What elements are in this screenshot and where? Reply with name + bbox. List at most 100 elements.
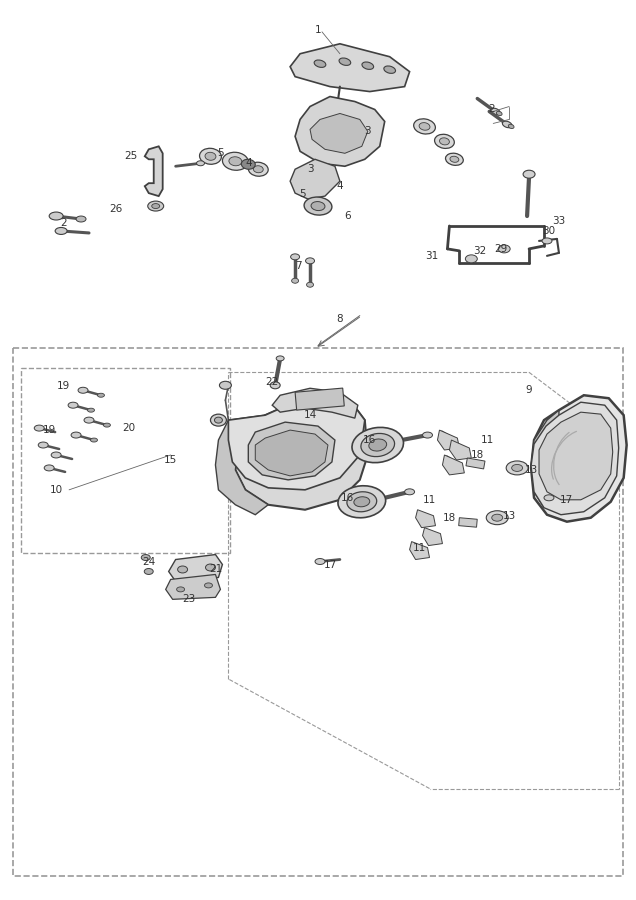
Text: 19: 19 xyxy=(43,425,56,435)
Text: 4: 4 xyxy=(336,181,343,191)
Ellipse shape xyxy=(506,461,528,475)
Text: 32: 32 xyxy=(473,246,486,256)
Polygon shape xyxy=(272,388,358,418)
Ellipse shape xyxy=(347,491,377,512)
Text: 22: 22 xyxy=(266,377,279,387)
Text: 20: 20 xyxy=(122,423,135,433)
Polygon shape xyxy=(438,430,459,450)
Text: 16: 16 xyxy=(342,493,354,503)
Polygon shape xyxy=(422,527,443,545)
Ellipse shape xyxy=(315,559,325,564)
Ellipse shape xyxy=(384,66,396,74)
Ellipse shape xyxy=(229,157,242,166)
Polygon shape xyxy=(290,159,340,199)
Ellipse shape xyxy=(148,201,163,211)
Polygon shape xyxy=(531,395,626,522)
Ellipse shape xyxy=(508,124,514,129)
Ellipse shape xyxy=(248,162,268,176)
Polygon shape xyxy=(295,96,385,166)
Polygon shape xyxy=(443,455,464,475)
Text: 18: 18 xyxy=(471,450,484,460)
Polygon shape xyxy=(450,440,471,460)
Text: 5: 5 xyxy=(217,148,224,158)
Text: 9: 9 xyxy=(526,385,532,395)
Ellipse shape xyxy=(205,583,212,588)
Ellipse shape xyxy=(339,58,350,66)
Ellipse shape xyxy=(311,202,325,211)
Ellipse shape xyxy=(338,486,385,518)
Ellipse shape xyxy=(90,438,97,442)
Text: 16: 16 xyxy=(363,435,377,445)
Polygon shape xyxy=(169,554,223,581)
Ellipse shape xyxy=(276,356,284,361)
Ellipse shape xyxy=(445,153,463,166)
Ellipse shape xyxy=(404,489,415,495)
Polygon shape xyxy=(235,395,368,509)
Text: 33: 33 xyxy=(552,216,565,226)
Ellipse shape xyxy=(76,216,86,222)
Ellipse shape xyxy=(38,442,48,448)
Ellipse shape xyxy=(422,432,432,438)
Polygon shape xyxy=(415,509,436,527)
Text: 25: 25 xyxy=(124,151,137,161)
Ellipse shape xyxy=(44,465,54,471)
Text: 11: 11 xyxy=(413,543,426,553)
Ellipse shape xyxy=(362,62,373,69)
Ellipse shape xyxy=(511,464,523,472)
Text: 15: 15 xyxy=(164,455,177,465)
Ellipse shape xyxy=(307,283,314,287)
Bar xyxy=(459,518,477,527)
Text: 3: 3 xyxy=(307,164,314,175)
Ellipse shape xyxy=(413,119,436,134)
Bar xyxy=(295,388,344,410)
Ellipse shape xyxy=(314,60,326,68)
Ellipse shape xyxy=(354,497,370,507)
Text: 19: 19 xyxy=(57,382,70,392)
Ellipse shape xyxy=(291,254,300,260)
Text: 6: 6 xyxy=(345,211,351,221)
Text: 4: 4 xyxy=(245,158,252,168)
Text: 8: 8 xyxy=(336,313,343,324)
Ellipse shape xyxy=(104,423,111,428)
Text: 17: 17 xyxy=(323,561,336,571)
Polygon shape xyxy=(290,44,410,92)
Text: 11: 11 xyxy=(423,495,436,505)
Text: 17: 17 xyxy=(560,495,574,505)
Ellipse shape xyxy=(496,112,502,115)
Ellipse shape xyxy=(51,452,61,458)
Text: 30: 30 xyxy=(543,226,556,236)
Text: 26: 26 xyxy=(109,204,123,214)
Polygon shape xyxy=(216,415,268,515)
Text: 14: 14 xyxy=(303,410,317,420)
Ellipse shape xyxy=(369,439,387,451)
Ellipse shape xyxy=(498,245,510,253)
Text: 18: 18 xyxy=(443,513,456,523)
Text: 5: 5 xyxy=(299,189,305,199)
Polygon shape xyxy=(248,422,335,480)
Polygon shape xyxy=(410,542,429,560)
Ellipse shape xyxy=(502,122,512,128)
Ellipse shape xyxy=(270,382,280,389)
Ellipse shape xyxy=(419,122,430,130)
Ellipse shape xyxy=(34,425,44,431)
Polygon shape xyxy=(531,410,559,508)
Polygon shape xyxy=(531,402,619,515)
FancyArrowPatch shape xyxy=(447,456,462,465)
Ellipse shape xyxy=(439,138,450,145)
Ellipse shape xyxy=(466,255,477,263)
Text: 3: 3 xyxy=(364,126,371,137)
Ellipse shape xyxy=(200,148,221,165)
Ellipse shape xyxy=(205,152,216,160)
Ellipse shape xyxy=(214,417,223,423)
Ellipse shape xyxy=(141,554,150,561)
Ellipse shape xyxy=(352,428,403,463)
Polygon shape xyxy=(145,147,163,196)
Ellipse shape xyxy=(305,257,315,264)
Ellipse shape xyxy=(523,170,535,178)
Text: 29: 29 xyxy=(495,244,508,254)
Ellipse shape xyxy=(490,108,500,115)
FancyArrowPatch shape xyxy=(454,442,469,451)
Ellipse shape xyxy=(492,514,502,521)
Ellipse shape xyxy=(219,382,232,390)
Ellipse shape xyxy=(304,197,332,215)
